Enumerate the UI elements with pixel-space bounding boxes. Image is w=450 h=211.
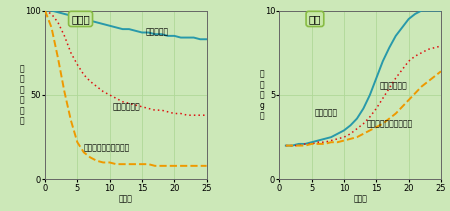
Text: 成長: 成長 <box>309 14 321 24</box>
Text: 生存率: 生存率 <box>71 14 90 24</box>
Text: コンクリート製ケージ: コンクリート製ケージ <box>84 143 130 152</box>
X-axis label: 日　数: 日 数 <box>119 194 133 203</box>
Text: 金属製ケージ: 金属製ケージ <box>113 103 141 112</box>
Text: コンクリート製ケージ: コンクリート製ケージ <box>367 120 413 129</box>
Y-axis label: 生
存
率
（
％
）: 生 存 率 （ ％ ） <box>20 64 25 126</box>
Text: 金属製ケージ: 金属製ケージ <box>380 81 407 90</box>
Y-axis label: 体
重
（
g
）: 体 重 （ g ） <box>260 70 264 120</box>
Text: 木製ケージ: 木製ケージ <box>145 27 168 36</box>
X-axis label: 日　数: 日 数 <box>353 194 367 203</box>
Text: 木製ケージ: 木製ケージ <box>315 108 338 117</box>
